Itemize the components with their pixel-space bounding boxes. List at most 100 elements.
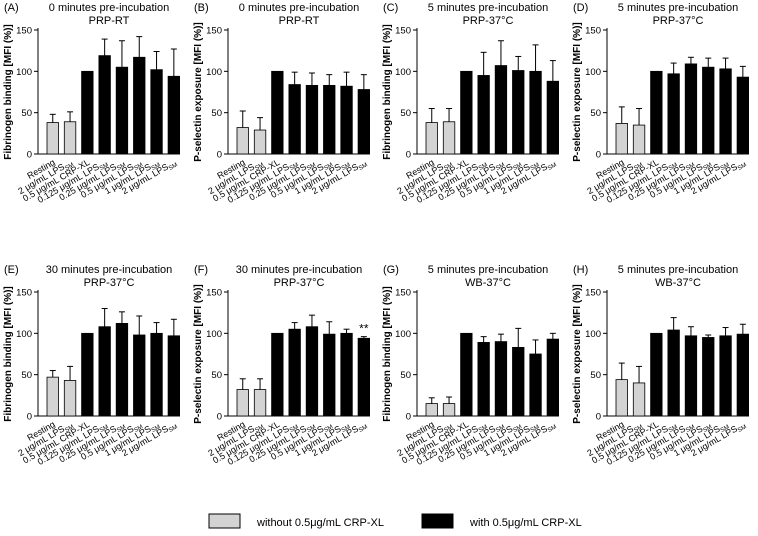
y-tick-label-f-2: 100 — [206, 329, 222, 340]
bar-f-1 — [253, 389, 267, 417]
y-axis-label-d: P-selectin exposure [MFI (%)] — [572, 22, 583, 161]
bar-b-0 — [236, 127, 249, 155]
legend-swatch-with-crp — [421, 513, 454, 529]
bar-h-4 — [684, 335, 698, 417]
bar-f-2 — [271, 332, 284, 417]
panel-subtitle-c: PRP-37°C — [463, 15, 514, 27]
bar-g-4 — [494, 341, 508, 417]
bar-d-6 — [719, 68, 732, 155]
bar-f-7 — [357, 337, 371, 417]
y-tick-label-d-3: 150 — [585, 26, 601, 37]
y-tick-label-a-2: 100 — [16, 67, 32, 78]
y-tick-label-e-2: 100 — [16, 329, 32, 340]
bar-c-3 — [477, 75, 490, 155]
bar-a-3 — [98, 55, 111, 155]
bar-d-3 — [667, 73, 680, 155]
bar-g-1 — [442, 403, 456, 417]
y-axis-label-a: Fibrinogen binding [MFI (%)] — [3, 24, 14, 160]
panel-label-f: (F) — [194, 264, 208, 276]
y-tick-label-d-1: 50 — [590, 108, 601, 119]
panel-subtitle-b: PRP-RT — [279, 15, 320, 27]
bar-b-5 — [323, 84, 336, 155]
bar-f-4 — [305, 326, 319, 417]
bar-g-3 — [477, 342, 490, 417]
bar-a-1 — [63, 121, 77, 155]
bar-g-7 — [546, 338, 560, 417]
legend-label-without-crp: without 0.5μg/mL CRP-XL — [256, 517, 384, 529]
y-tick-label-g-2: 100 — [395, 329, 411, 340]
bar-a-6 — [150, 69, 163, 155]
y-tick-label-e-3: 150 — [16, 288, 32, 299]
bar-d-0 — [615, 123, 628, 155]
y-tick-label-f-1: 50 — [211, 370, 222, 381]
bar-d-4 — [684, 63, 698, 155]
panel-title-b: 0 minutes pre-incubation — [239, 2, 359, 14]
y-axis-label-h: P-selectin exposure [MFI (%)] — [572, 284, 583, 423]
bar-g-5 — [512, 346, 525, 417]
y-tick-label-b-0: 0 — [217, 150, 222, 161]
y-tick-label-c-3: 150 — [395, 26, 411, 37]
panel-title-c: 5 minutes pre-incubation — [428, 2, 548, 14]
bar-b-1 — [253, 129, 267, 155]
legend: without 0.5μg/mL CRP-XL with 0.5μg/mL CR… — [208, 513, 582, 529]
y-tick-label-c-1: 50 — [400, 108, 411, 119]
bar-e-7 — [167, 335, 181, 417]
panel-label-h: (H) — [573, 264, 588, 276]
bar-h-3 — [667, 329, 680, 417]
y-axis-label-e: Fibrinogen binding [MFI (%)] — [3, 286, 14, 422]
y-tick-label-e-1: 50 — [21, 370, 32, 381]
bar-c-1 — [442, 121, 456, 155]
panel-label-a: (A) — [4, 2, 19, 14]
y-tick-label-d-2: 100 — [585, 67, 601, 78]
panel-label-e: (E) — [4, 264, 19, 276]
y-tick-label-c-0: 0 — [406, 150, 411, 161]
bar-d-2 — [650, 70, 663, 155]
y-axis-label-f: P-selectin exposure [MFI (%)] — [193, 284, 204, 423]
y-tick-label-b-2: 100 — [206, 67, 222, 78]
panel-title-e: 30 minutes pre-incubation — [46, 264, 173, 276]
y-tick-label-a-3: 150 — [16, 26, 32, 37]
panel-subtitle-e: PRP-37°C — [84, 277, 135, 289]
bar-b-2 — [271, 70, 284, 155]
bar-h-2 — [650, 332, 663, 417]
panel-subtitle-f: PRP-37°C — [274, 277, 325, 289]
legend-swatch-without-crp — [208, 513, 241, 529]
panel-title-h: 5 minutes pre-incubation — [618, 264, 738, 276]
y-axis-label-c: Fibrinogen binding [MFI (%)] — [382, 24, 393, 160]
bar-a-0 — [46, 122, 59, 155]
y-tick-label-b-1: 50 — [211, 108, 222, 119]
bar-b-6 — [340, 85, 353, 155]
bar-c-7 — [546, 80, 560, 155]
bar-c-4 — [494, 65, 508, 155]
y-axis-label-b: P-selectin exposure [MFI (%)] — [193, 22, 204, 161]
bar-a-4 — [115, 66, 129, 155]
y-axis-label-g: Fibrinogen binding [MFI (%)] — [382, 286, 393, 422]
panel-title-f: 30 minutes pre-incubation — [236, 264, 363, 276]
bar-e-2 — [81, 332, 94, 417]
y-tick-label-c-2: 100 — [395, 67, 411, 78]
bar-c-6 — [529, 70, 542, 155]
bar-h-5 — [702, 337, 715, 417]
bar-a-2 — [81, 70, 94, 155]
bar-e-4 — [115, 323, 129, 417]
panel-subtitle-d: PRP-37°C — [653, 15, 704, 27]
panel-label-c: (C) — [383, 2, 398, 14]
y-tick-label-b-3: 150 — [206, 26, 222, 37]
panel-subtitle-g: WB-37°C — [465, 277, 511, 289]
y-tick-label-g-3: 150 — [395, 288, 411, 299]
bar-h-1 — [632, 382, 646, 417]
bar-b-3 — [288, 84, 301, 155]
bar-f-5 — [323, 333, 336, 417]
y-tick-label-f-0: 0 — [217, 412, 222, 423]
bar-e-1 — [63, 380, 77, 417]
bar-g-6 — [529, 353, 542, 417]
bar-e-0 — [46, 376, 59, 417]
bar-e-6 — [150, 332, 163, 417]
